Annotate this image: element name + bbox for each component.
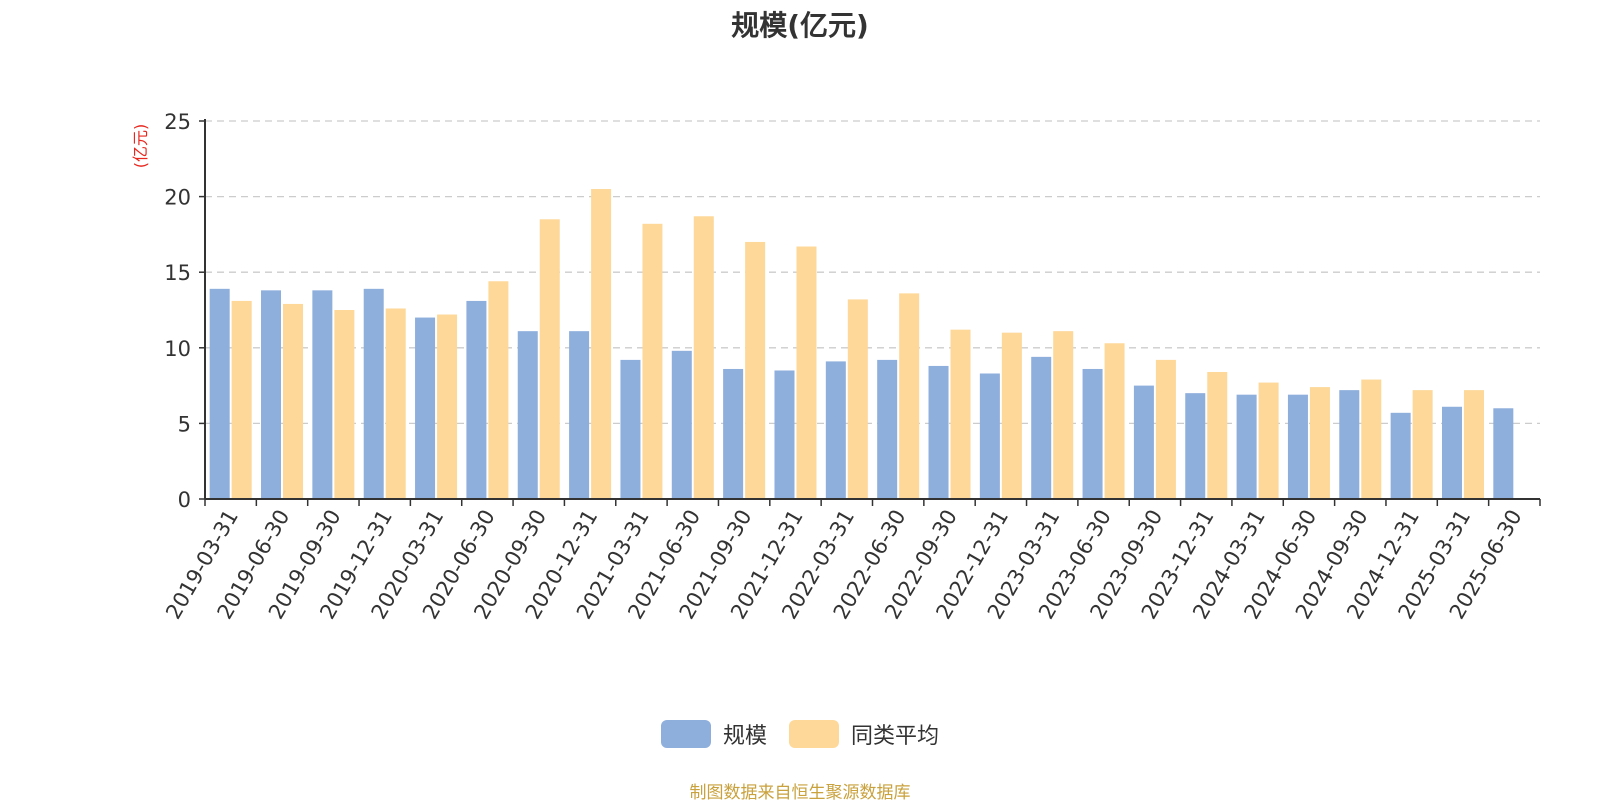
y-tick-label: 25 xyxy=(164,110,191,134)
y-tick-labels: 0 5 10 15 20 25 xyxy=(164,110,191,512)
bar-peer-average[interactable] xyxy=(591,189,612,500)
bar-scale[interactable] xyxy=(877,359,898,499)
bar-scale[interactable] xyxy=(1185,393,1206,499)
bar-peer-average[interactable] xyxy=(1001,332,1022,499)
y-tick-label: 0 xyxy=(178,488,191,512)
y-tick-label: 5 xyxy=(178,412,191,436)
bar-scale[interactable] xyxy=(1390,412,1411,499)
bar-peer-average[interactable] xyxy=(1463,390,1484,499)
bar-peer-average[interactable] xyxy=(334,310,355,499)
bar-peer-average[interactable] xyxy=(488,281,509,499)
bar-scale[interactable] xyxy=(415,317,436,499)
bar-peer-average[interactable] xyxy=(642,223,663,500)
bar-peer-average[interactable] xyxy=(1053,331,1074,499)
bar-peer-average[interactable] xyxy=(1207,371,1228,499)
bar-peer-average[interactable] xyxy=(1412,390,1433,499)
bar-peer-average[interactable] xyxy=(1155,359,1176,499)
bar-peer-average[interactable] xyxy=(847,299,868,499)
bar-scale[interactable] xyxy=(1441,406,1462,499)
bar-peer-average[interactable] xyxy=(437,314,458,499)
bar-scale[interactable] xyxy=(1287,394,1308,499)
bar-scale[interactable] xyxy=(1339,390,1360,499)
bar-peer-average[interactable] xyxy=(1258,382,1279,499)
bar-scale[interactable] xyxy=(312,290,333,499)
bar-scale[interactable] xyxy=(928,365,949,499)
bar-scale[interactable] xyxy=(1133,385,1154,499)
legend-swatch-peer-average xyxy=(789,720,839,748)
bar-scale[interactable] xyxy=(209,288,230,499)
x-tick-labels: 2019-03-312019-06-302019-09-302019-12-31… xyxy=(161,506,1526,624)
bar-peer-average[interactable] xyxy=(693,216,714,500)
bar-scale[interactable] xyxy=(1082,368,1103,499)
y-axis-label: (亿元) xyxy=(131,124,150,169)
bar-scale[interactable] xyxy=(774,370,795,499)
legend-label-scale: 规模 xyxy=(722,724,767,749)
bar-peer-average[interactable] xyxy=(1104,343,1125,499)
bar-peer-average[interactable] xyxy=(950,329,971,499)
bar-peer-average[interactable] xyxy=(899,293,920,499)
legend-item-peer-average[interactable]: 同类平均 xyxy=(789,718,939,750)
source-note: 制图数据来自恒生聚源数据库 xyxy=(689,783,911,803)
bar-peer-average[interactable] xyxy=(1309,387,1330,499)
y-tick-label: 20 xyxy=(164,186,191,210)
bar-peer-average[interactable] xyxy=(796,246,817,499)
bar-scale[interactable] xyxy=(979,373,1000,499)
bar-scale[interactable] xyxy=(1236,394,1257,499)
bar-scale[interactable] xyxy=(1031,356,1052,499)
bar-scale[interactable] xyxy=(517,331,538,499)
bar-peer-average[interactable] xyxy=(231,300,252,499)
bars xyxy=(209,189,1514,500)
chart-title: 规模(亿元) xyxy=(731,9,869,42)
legend: 规模 同类平均 xyxy=(0,718,1600,750)
bar-peer-average[interactable] xyxy=(745,241,766,499)
bar-scale[interactable] xyxy=(569,331,590,499)
bar-scale[interactable] xyxy=(1493,408,1514,499)
bar-scale[interactable] xyxy=(620,359,641,499)
bar-peer-average[interactable] xyxy=(283,303,304,499)
bar-scale[interactable] xyxy=(466,300,487,499)
axes xyxy=(199,119,1541,506)
bar-peer-average[interactable] xyxy=(385,308,406,499)
bar-scale[interactable] xyxy=(825,361,846,499)
legend-item-scale[interactable]: 规模 xyxy=(660,718,767,750)
bar-peer-average[interactable] xyxy=(1361,379,1382,499)
bar-peer-average[interactable] xyxy=(539,219,560,499)
legend-label-peer-average: 同类平均 xyxy=(851,724,940,749)
bar-scale[interactable] xyxy=(723,368,744,499)
bar-scale[interactable] xyxy=(261,290,282,499)
y-tick-label: 15 xyxy=(164,261,191,285)
bar-scale[interactable] xyxy=(363,288,384,499)
legend-swatch-scale xyxy=(660,720,711,748)
y-tick-label: 10 xyxy=(164,337,191,361)
bar-scale[interactable] xyxy=(671,350,692,499)
